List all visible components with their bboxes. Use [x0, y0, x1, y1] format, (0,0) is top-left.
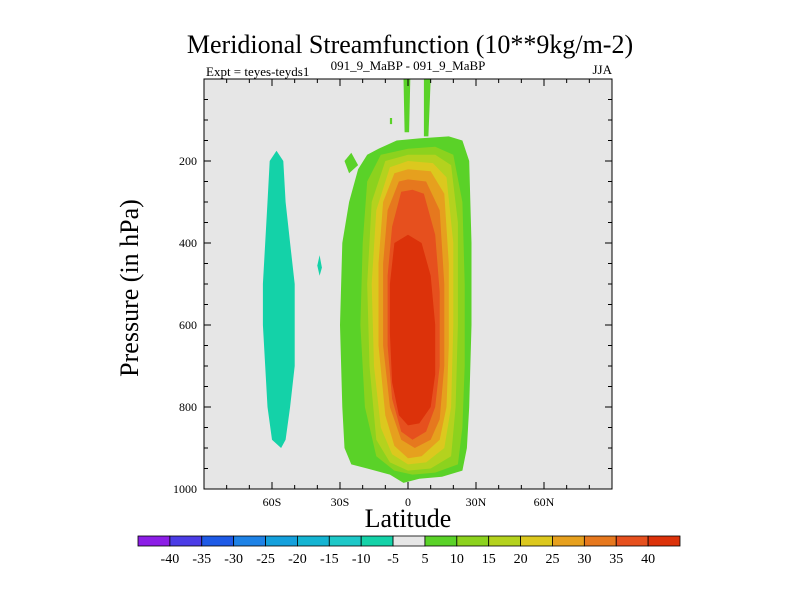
contour-region-2 — [344, 152, 359, 174]
colorbar-label: -30 — [224, 552, 243, 567]
colorbar-label: 5 — [421, 552, 428, 567]
colorbar-label: 10 — [450, 552, 464, 567]
colorbar-label: -20 — [288, 552, 307, 567]
colorbar-swatch — [488, 535, 521, 547]
colorbar-swatch — [456, 535, 490, 547]
y-axis-label: Pressure (in hPa) — [115, 199, 144, 377]
colorbar-swatch — [201, 535, 235, 547]
y-tick-label: 200 — [179, 154, 197, 168]
colorbar-swatch — [360, 535, 394, 547]
contour-region-12 — [423, 79, 431, 137]
contour-region-11 — [403, 79, 411, 133]
colorbar-swatch — [392, 535, 426, 547]
x-tick-label: 60N — [534, 495, 555, 509]
colorbar-label: 20 — [514, 552, 528, 567]
colorbar-swatch — [647, 535, 681, 547]
colorbar-label: 35 — [609, 552, 623, 567]
colorbar-swatch — [328, 535, 362, 547]
contour-region-1 — [317, 255, 322, 276]
contour-region-10 — [389, 234, 436, 426]
colorbar-label: -40 — [161, 552, 180, 567]
x-tick-label: 60S — [263, 495, 282, 509]
x-tick-label: 0 — [405, 495, 411, 509]
y-tick-label: 600 — [179, 318, 197, 332]
contour-region-0 — [262, 150, 295, 449]
case-label: 091_9_MaBP - 091_9_MaBP — [331, 58, 486, 73]
colorbar-swatch — [233, 535, 266, 547]
season-label: JJA — [592, 62, 612, 77]
x-axis-label: Latitude — [365, 504, 452, 533]
x-axis: 60S 30S 0 30N 60N — [203, 79, 613, 509]
x-tick-label: 30N — [466, 495, 487, 509]
colorbar-swatch — [615, 535, 649, 547]
y-tick-label: 800 — [179, 400, 197, 414]
contour-region-13 — [389, 118, 393, 125]
y-tick-label: 400 — [179, 236, 197, 250]
colorbar-label: -35 — [192, 552, 211, 567]
colorbar-label: -5 — [387, 552, 399, 567]
colorbar-swatch — [520, 535, 553, 547]
colorbar-swatch — [265, 535, 298, 547]
colorbar-swatch — [552, 535, 585, 547]
colorbar-label: -10 — [352, 552, 371, 567]
y-tick-label: 1000 — [173, 482, 197, 496]
colorbar-label: 15 — [482, 552, 496, 567]
colorbar-swatch — [424, 535, 458, 547]
colorbar: -40 -35 -30 -25 -20 -15 -10 -5 5 10 15 20 25 30 35 40 — [137, 535, 681, 567]
x-tick-label: 30S — [331, 495, 350, 509]
y-axis: 200 400 600 800 1000 — [173, 99, 612, 496]
chart-title: Meridional Streamfunction (10**9kg/m-2) — [187, 30, 633, 59]
contour-fill-group — [262, 79, 472, 483]
colorbar-swatch — [169, 535, 203, 547]
colorbar-label: 25 — [545, 552, 559, 567]
colorbar-swatch — [583, 535, 617, 547]
colorbar-label: 30 — [577, 552, 591, 567]
colorbar-label: -25 — [256, 552, 275, 567]
colorbar-swatch — [137, 535, 171, 547]
colorbar-swatch — [297, 535, 330, 547]
colorbar-label: 40 — [641, 552, 655, 567]
colorbar-label: -15 — [320, 552, 339, 567]
experiment-label: Expt = teyes-teyds1 — [206, 64, 309, 79]
